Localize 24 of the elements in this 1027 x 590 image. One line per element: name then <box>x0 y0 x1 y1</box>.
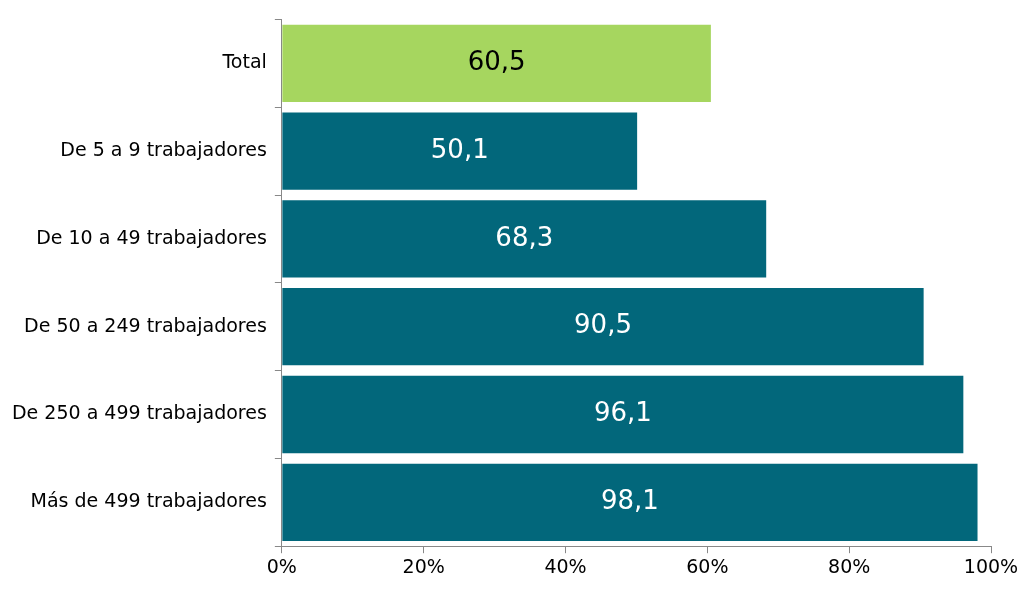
data-label: 90,5 <box>574 309 632 340</box>
x-tick-label: 20% <box>402 554 445 577</box>
y-tick-label: De 5 a 9 trabajadores <box>60 138 267 161</box>
x-tick-label: 40% <box>544 554 587 577</box>
x-tick-label: 80% <box>828 554 871 577</box>
y-tick-label: De 250 a 499 trabajadores <box>11 401 267 424</box>
data-label: 96,1 <box>593 397 652 428</box>
bar <box>282 200 767 278</box>
bar <box>282 24 711 102</box>
x-tick-label: 100% <box>963 554 1019 577</box>
bar <box>282 288 924 366</box>
y-tick-label: Total <box>221 50 267 73</box>
data-label: 68,3 <box>495 221 554 252</box>
y-tick-label: De 10 a 49 trabajadores <box>36 225 267 248</box>
bar <box>282 463 978 541</box>
data-label: 60,5 <box>467 46 526 77</box>
x-tick-label: 60% <box>686 554 729 577</box>
x-tick-label: 0% <box>266 554 297 577</box>
bar <box>282 375 964 454</box>
y-tick-label: De 50 a 249 trabajadores <box>24 313 267 336</box>
data-label: 50,1 <box>430 133 489 164</box>
y-tick-label: Más de 499 trabajadores <box>30 489 267 512</box>
data-label: 98,1 <box>600 485 659 516</box>
bar <box>282 112 638 190</box>
